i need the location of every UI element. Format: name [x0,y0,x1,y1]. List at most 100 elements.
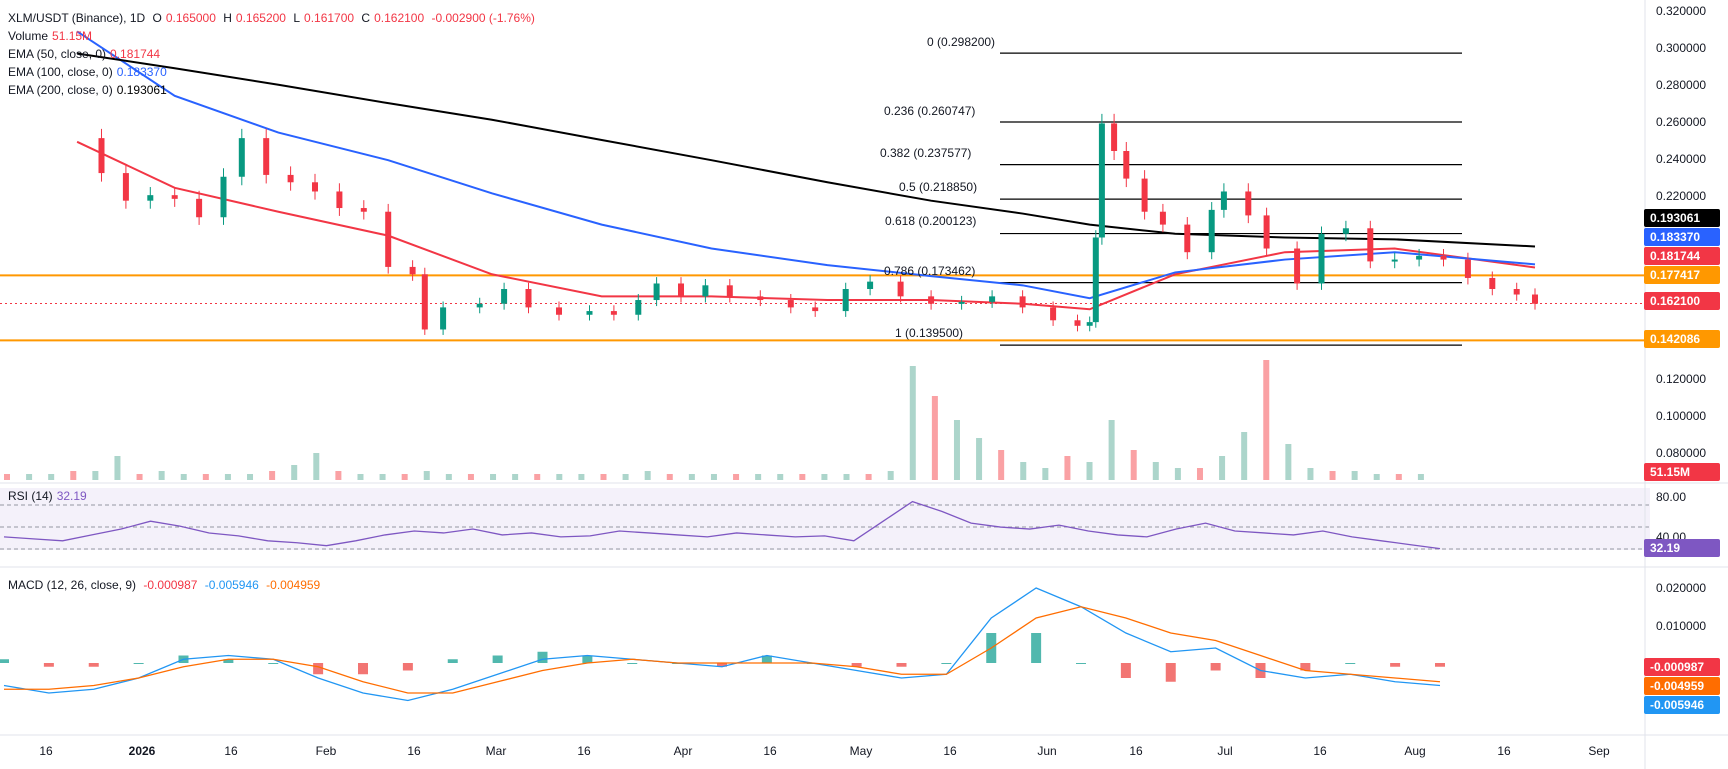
volume-bar [224,474,231,480]
candle-body [867,281,874,289]
candle-body [238,138,245,177]
macd-hist-price-tag: -0.000987 [1644,658,1720,676]
ema200-value: 0.193061 [116,83,167,97]
candle-body [958,301,965,304]
candle-body [312,182,318,192]
volume-bar [357,474,364,480]
macd-histogram-bar [761,655,772,663]
resistance-price-tag: 0.177417 [1644,266,1720,284]
volume-bar [92,471,99,480]
macd-histogram-bar [582,655,593,663]
change-value: -0.002900 (-1.76%) [431,11,535,25]
volume-bar [931,396,938,480]
macd-histogram-bar [43,663,54,667]
volume-bar [4,474,10,480]
rsi-price-tag: 32.19 [1644,539,1720,557]
candle-body [1184,224,1191,253]
volume-bar [202,474,209,480]
time-tick: 16 [1313,744,1327,758]
candle-body [385,211,392,267]
candle-body [196,198,203,218]
candle-body [220,176,227,218]
volume-bar [1064,456,1071,480]
high-label: H [223,11,232,25]
ema100-label: EMA (100, close, 0) [8,65,113,79]
candle-body [287,174,294,183]
fib-label: 0.5 (0.218850) [899,180,978,194]
volume-bar [401,474,408,480]
rsi-band [0,488,1650,550]
volume-value: 51.15M [52,29,93,43]
time-tick: Mar [485,744,507,758]
candle-body [1141,178,1148,212]
macd-histogram-bar [1300,663,1311,671]
symbol-title: XLM/USDT (Binance), 1D [8,11,146,25]
close-value: 0.162100 [374,11,425,25]
macd-histogram-bar [223,659,234,663]
volume-bar [180,474,187,480]
price-tick: 0.260000 [1656,115,1707,129]
volume-bar [1130,450,1137,480]
volume-bar [1329,471,1336,480]
rsi-label: RSI (14) [8,489,53,503]
candle-body [1123,151,1130,179]
last-price-tag: 0.162100 [1644,292,1720,310]
macd-histogram-bar [1031,633,1042,663]
volume-bar [1086,462,1093,480]
fib-label: 0.382 (0.237577) [880,146,972,160]
candle-body [1220,191,1227,210]
close-label: C [361,11,371,25]
macd-histogram-bar [313,663,324,675]
ema100-value: 0.183370 [116,65,167,79]
volume-bar [1395,474,1402,480]
volume-bar [666,474,673,480]
ema50-label: EMA (50, close, 0) [8,47,107,61]
candle-body [98,138,105,174]
low-value: 0.161700 [304,11,355,25]
volume-bar [755,474,762,480]
candle-body [928,296,935,304]
volume-bar [1174,468,1181,480]
volume-bar [136,474,143,480]
ema100-line [76,30,1536,300]
macd-histogram-bar [133,663,144,664]
time-tick: 16 [1129,744,1143,758]
candle-body [1245,191,1252,216]
rsi-value: 32.19 [56,489,87,503]
volume-bar [622,474,629,480]
candle-body [1294,248,1301,284]
price-tick: 0.100000 [1656,409,1707,423]
rsi-tick: 80.00 [1656,490,1687,504]
candle-body [525,289,532,308]
volume-price-tag: 51.15M [1644,463,1720,481]
macd-signal-price-tag: -0.004959 [1644,677,1720,695]
volume-bar [445,474,452,480]
time-tick: 16 [39,744,53,758]
volume-bar [48,474,55,480]
volume-bar [710,474,717,480]
candle-body [147,195,154,201]
open-value: 0.165000 [165,11,216,25]
volume-bar [1241,432,1248,480]
volume-bar [247,474,254,480]
macd-histogram-bar [492,655,503,663]
candle-body [842,289,849,312]
ema50-line [76,140,1536,311]
macd-histogram-bar [1210,663,1221,671]
candle-body [556,307,562,315]
volume-bar [953,420,960,480]
price-tick: 0.320000 [1656,4,1707,18]
candle-body [812,307,819,312]
support-price-tag: 0.142086 [1644,330,1720,348]
macd-label: MACD (12, 26, close, 9) [8,578,137,592]
candle-body [586,311,593,315]
volume-bar [688,474,695,480]
candle-body [440,307,447,330]
macd-histogram-bar [627,663,638,664]
ema50-legend: EMA (50, close, 0) 0.181744 [8,46,164,62]
macd-line [3,587,1441,702]
candle-body [726,285,733,297]
volume-bar [1351,471,1358,480]
symbol-legend: XLM/USDT (Binance), 1D O 0.165000 H 0.1652… [8,10,539,26]
